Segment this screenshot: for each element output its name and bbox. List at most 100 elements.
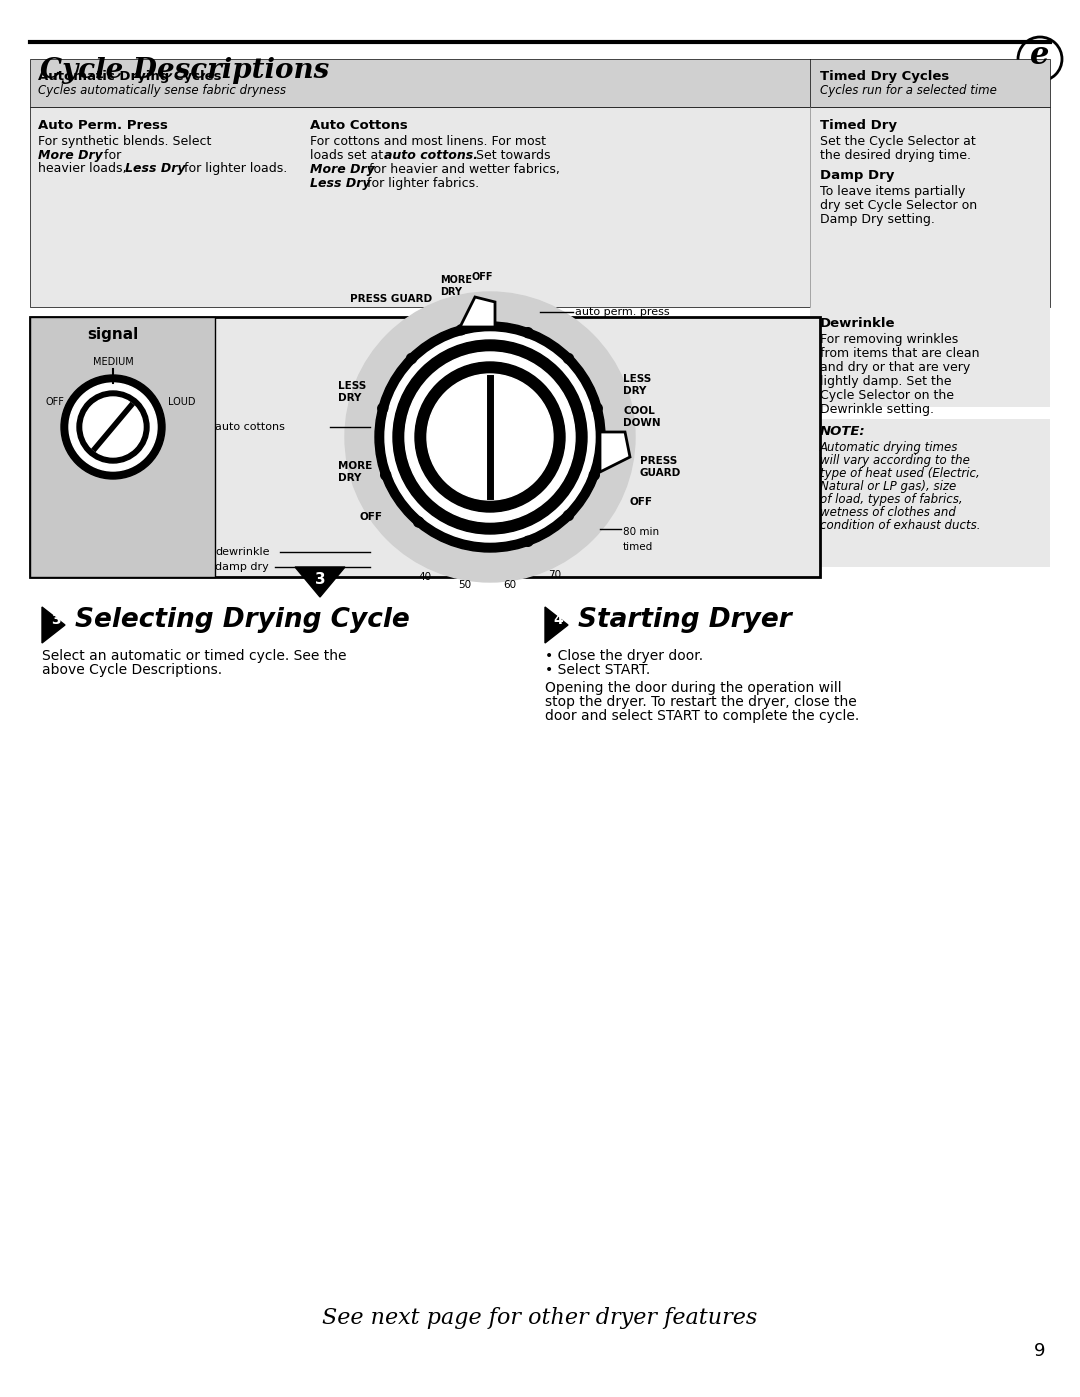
- Text: Cycles run for a selected time: Cycles run for a selected time: [820, 84, 997, 96]
- Text: Auto Perm. Press: Auto Perm. Press: [38, 119, 167, 131]
- Text: for lighter fabrics.: for lighter fabrics.: [363, 177, 480, 190]
- Text: auto perm. press: auto perm. press: [575, 307, 670, 317]
- Text: Less Dry: Less Dry: [125, 162, 186, 175]
- Circle shape: [564, 510, 573, 521]
- Text: loads set at: loads set at: [310, 149, 387, 162]
- Text: • Select START.: • Select START.: [545, 664, 650, 678]
- Text: • Close the dryer door.: • Close the dryer door.: [545, 650, 703, 664]
- Text: 70: 70: [549, 570, 562, 580]
- Text: LESS
DRY: LESS DRY: [623, 374, 651, 395]
- Circle shape: [564, 353, 573, 363]
- FancyBboxPatch shape: [810, 419, 1050, 567]
- Text: 3: 3: [314, 573, 325, 588]
- Polygon shape: [295, 567, 345, 597]
- Circle shape: [83, 397, 143, 457]
- Text: condition of exhaust ducts.: condition of exhaust ducts.: [820, 520, 981, 532]
- Text: For synthetic blends. Select: For synthetic blends. Select: [38, 136, 215, 148]
- Text: damp dry: damp dry: [215, 562, 269, 571]
- Text: e: e: [1030, 39, 1050, 70]
- Text: 50: 50: [458, 580, 472, 590]
- Text: from items that are clean: from items that are clean: [820, 346, 980, 360]
- FancyBboxPatch shape: [810, 307, 1050, 407]
- Circle shape: [60, 374, 165, 479]
- Text: 4: 4: [553, 613, 563, 627]
- Text: above Cycle Descriptions.: above Cycle Descriptions.: [42, 664, 222, 678]
- Text: OFF: OFF: [360, 511, 383, 522]
- Text: 9: 9: [1035, 1343, 1045, 1361]
- Text: MEDIUM: MEDIUM: [93, 358, 133, 367]
- Circle shape: [375, 321, 605, 552]
- Text: 60: 60: [503, 580, 516, 590]
- Text: timed: timed: [623, 542, 653, 552]
- Text: 3: 3: [51, 613, 60, 627]
- Text: Cycles automatically sense fabric dryness: Cycles automatically sense fabric drynes…: [38, 84, 286, 96]
- Text: PRESS
GUARD: PRESS GUARD: [640, 457, 681, 478]
- Text: Less Dry: Less Dry: [310, 177, 370, 190]
- Text: Opening the door during the operation will: Opening the door during the operation wi…: [545, 680, 841, 694]
- Polygon shape: [460, 298, 495, 327]
- Polygon shape: [545, 608, 568, 643]
- Text: 80 min: 80 min: [623, 527, 659, 536]
- Circle shape: [380, 469, 391, 481]
- Circle shape: [405, 352, 575, 522]
- Text: Damp Dry setting.: Damp Dry setting.: [820, 212, 935, 226]
- Text: auto cottons.: auto cottons.: [384, 149, 478, 162]
- Text: for heavier and wetter fabrics,: for heavier and wetter fabrics,: [365, 163, 559, 176]
- Text: Automatic Drying Cycles: Automatic Drying Cycles: [38, 70, 221, 82]
- Text: heavier loads,: heavier loads,: [38, 162, 131, 175]
- Polygon shape: [600, 432, 630, 472]
- Text: OFF: OFF: [45, 397, 64, 407]
- Circle shape: [523, 328, 532, 338]
- Text: See next page for other dryer features: See next page for other dryer features: [322, 1308, 758, 1329]
- Circle shape: [427, 374, 553, 500]
- Text: dewrinkle: dewrinkle: [215, 548, 270, 557]
- Text: and dry or that are very: and dry or that are very: [820, 360, 970, 374]
- Text: Timed Dry: Timed Dry: [820, 119, 897, 131]
- Text: For cottons and most linens. For most: For cottons and most linens. For most: [310, 136, 546, 148]
- Circle shape: [393, 339, 588, 534]
- Circle shape: [456, 324, 467, 335]
- Text: OFF: OFF: [471, 272, 492, 282]
- Text: Selecting Drying Cycle: Selecting Drying Cycle: [75, 608, 409, 633]
- Text: Set towards: Set towards: [472, 149, 551, 162]
- Text: Cycle Descriptions: Cycle Descriptions: [40, 57, 329, 84]
- Text: NOTE:: NOTE:: [820, 425, 866, 439]
- Text: Auto Cottons: Auto Cottons: [310, 119, 408, 131]
- FancyBboxPatch shape: [30, 59, 1050, 108]
- Text: Timed Dry Cycles: Timed Dry Cycles: [820, 70, 949, 82]
- Text: To leave items partially: To leave items partially: [820, 184, 966, 198]
- Circle shape: [384, 332, 595, 542]
- Text: will vary according to the: will vary according to the: [820, 454, 970, 467]
- Text: lightly damp. Set the: lightly damp. Set the: [820, 374, 951, 388]
- Text: More Dry: More Dry: [310, 163, 375, 176]
- Text: OFF: OFF: [630, 497, 653, 507]
- Text: For removing wrinkles: For removing wrinkles: [820, 332, 958, 346]
- Text: Cycle Selector on the: Cycle Selector on the: [820, 388, 954, 402]
- Text: Dewrinkle: Dewrinkle: [820, 317, 895, 330]
- Text: MORE
DRY: MORE DRY: [440, 275, 472, 298]
- Text: LOUD: LOUD: [168, 397, 195, 407]
- Circle shape: [415, 362, 565, 511]
- Text: dry set Cycle Selector on: dry set Cycle Selector on: [820, 198, 977, 212]
- Circle shape: [378, 404, 388, 414]
- Text: door and select START to complete the cycle.: door and select START to complete the cy…: [545, 710, 860, 724]
- Text: Set the Cycle Selector at: Set the Cycle Selector at: [820, 136, 975, 148]
- Text: Damp Dry: Damp Dry: [820, 169, 894, 182]
- Circle shape: [523, 536, 532, 546]
- Text: MORE
DRY: MORE DRY: [338, 461, 373, 483]
- FancyBboxPatch shape: [30, 317, 215, 577]
- Text: Starting Dryer: Starting Dryer: [578, 608, 792, 633]
- Text: PRESS GUARD: PRESS GUARD: [350, 293, 432, 305]
- Polygon shape: [42, 608, 65, 643]
- Text: stop the dryer. To restart the dryer, close the: stop the dryer. To restart the dryer, cl…: [545, 694, 856, 710]
- Circle shape: [592, 404, 603, 414]
- Text: 40: 40: [418, 571, 432, 583]
- Text: the desired drying time.: the desired drying time.: [820, 149, 971, 162]
- Text: signal: signal: [87, 327, 138, 342]
- Circle shape: [590, 469, 599, 481]
- Text: wetness of clothes and: wetness of clothes and: [820, 506, 956, 520]
- Text: auto cottons: auto cottons: [215, 422, 285, 432]
- Circle shape: [69, 383, 157, 471]
- Circle shape: [77, 391, 149, 462]
- Text: LESS
DRY: LESS DRY: [338, 381, 366, 402]
